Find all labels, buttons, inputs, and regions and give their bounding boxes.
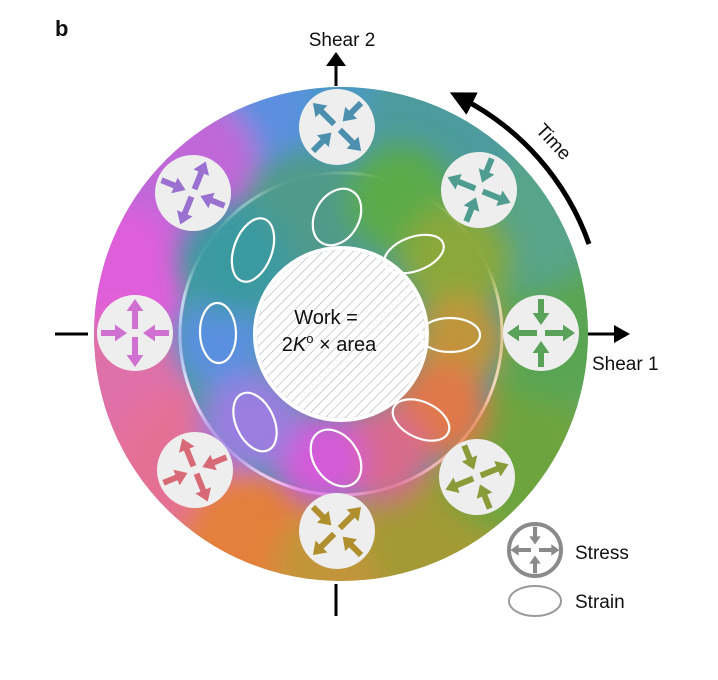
strain-ellipse-icon xyxy=(232,391,278,453)
arrow-up-icon xyxy=(326,52,346,66)
strain-ellipse-icon xyxy=(309,428,363,488)
stress-arrows-icon xyxy=(157,432,233,508)
stress-arrows-icon xyxy=(97,295,173,371)
strain-ellipse-icon xyxy=(418,316,482,354)
axis-lines xyxy=(55,52,630,616)
time-arrow xyxy=(449,92,592,245)
panel-label: b xyxy=(55,16,68,41)
legend-strain-label: Strain xyxy=(575,592,625,613)
center-line-2: 2Ko × area xyxy=(282,331,377,356)
strain-ellipse-icon xyxy=(383,233,445,275)
strain-ellipse-icon xyxy=(391,398,451,442)
stress-arrows-icon xyxy=(503,295,579,371)
stress-arrows-icon xyxy=(439,439,515,515)
work-area-disk xyxy=(257,250,425,418)
strain-ellipse-icon xyxy=(198,301,238,365)
legend-stress-icon xyxy=(507,522,563,578)
stress-arrows-icon xyxy=(299,493,375,569)
inner-ring xyxy=(175,145,510,505)
strain-ellipse-icon xyxy=(311,187,363,247)
stress-icons xyxy=(97,89,579,569)
strain-ellipses xyxy=(198,187,482,488)
strain-ellipse-icon xyxy=(230,217,276,283)
stress-arrows-icon xyxy=(441,152,517,228)
stress-arrows-icon xyxy=(155,155,231,231)
center-line-1: Work = xyxy=(294,307,358,329)
shear-2-axis-label: Shear 2 xyxy=(309,30,376,51)
stress-arrows-icon xyxy=(299,89,375,165)
shear-1-axis-label: Shear 1 xyxy=(592,354,659,375)
arrow-right-icon xyxy=(614,325,630,343)
stress-arrows-icon xyxy=(507,522,563,578)
legend-stress-label: Stress xyxy=(575,543,629,564)
legend: Stress Strain xyxy=(507,522,629,617)
legend-strain-icon xyxy=(508,585,562,617)
